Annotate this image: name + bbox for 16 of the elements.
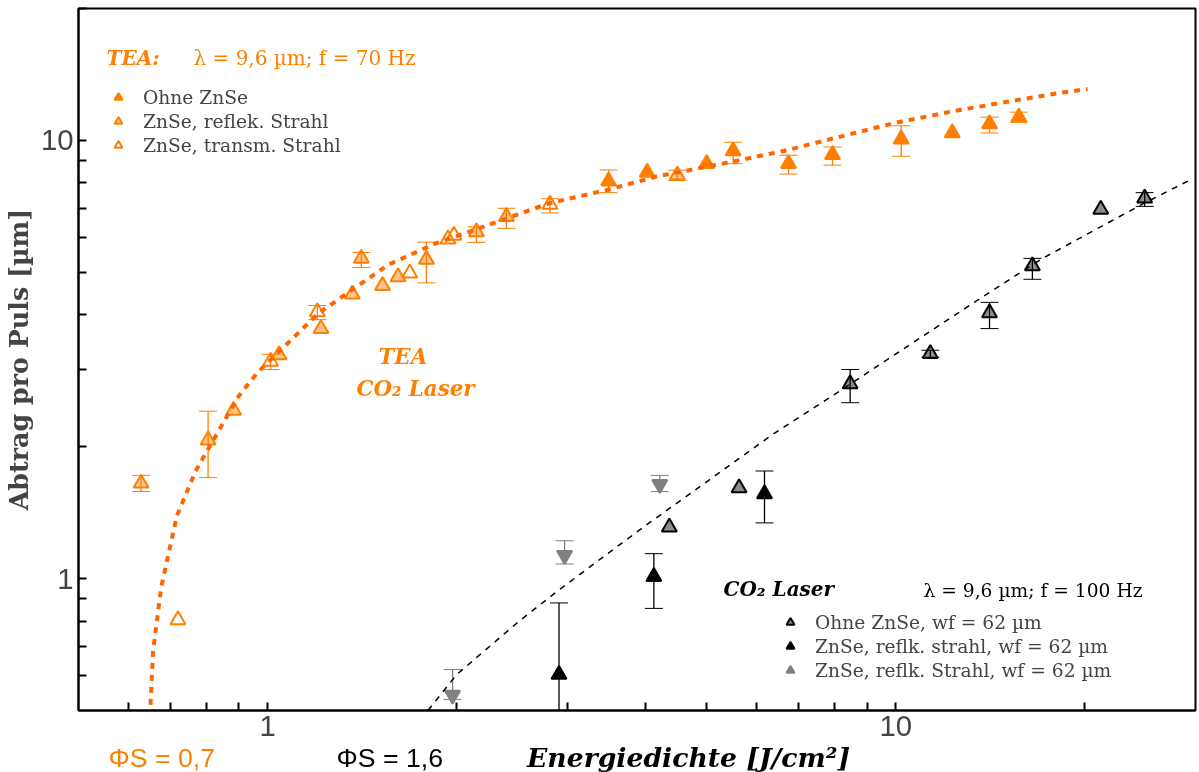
legend-label: ZnSe, reflek. Strahl xyxy=(143,109,329,133)
x-axis-title: Energiedichte [J/cm²] xyxy=(525,742,851,772)
annotation: λ = 9,6 µm; f = 70 Hz xyxy=(193,45,416,70)
text: ΦS = 1,6 xyxy=(336,742,443,772)
annotation: TEA xyxy=(378,343,428,369)
annotation: λ = 9,6 µm; f = 100 Hz xyxy=(923,579,1143,601)
legend-label: ZnSe, reflk. Strahl, wf = 62 µm xyxy=(815,658,1112,682)
legend-label: ZnSe, transm. Strahl xyxy=(143,133,341,157)
annotation: CO₂ Laser xyxy=(723,576,836,601)
legend-label: Ohne ZnSe xyxy=(143,85,249,109)
y-axis-title: Abtrag pro Puls [µm] xyxy=(3,208,34,512)
text: ΦS = 0,7 xyxy=(108,742,215,772)
legend-label: ZnSe, reflk. strahl, wf = 62 µm xyxy=(815,634,1109,658)
legend-label: Ohne ZnSe, wf = 62 µm xyxy=(815,610,1042,634)
annotation: CO₂ Laser xyxy=(356,375,477,401)
annotation: TEA: xyxy=(106,45,160,70)
